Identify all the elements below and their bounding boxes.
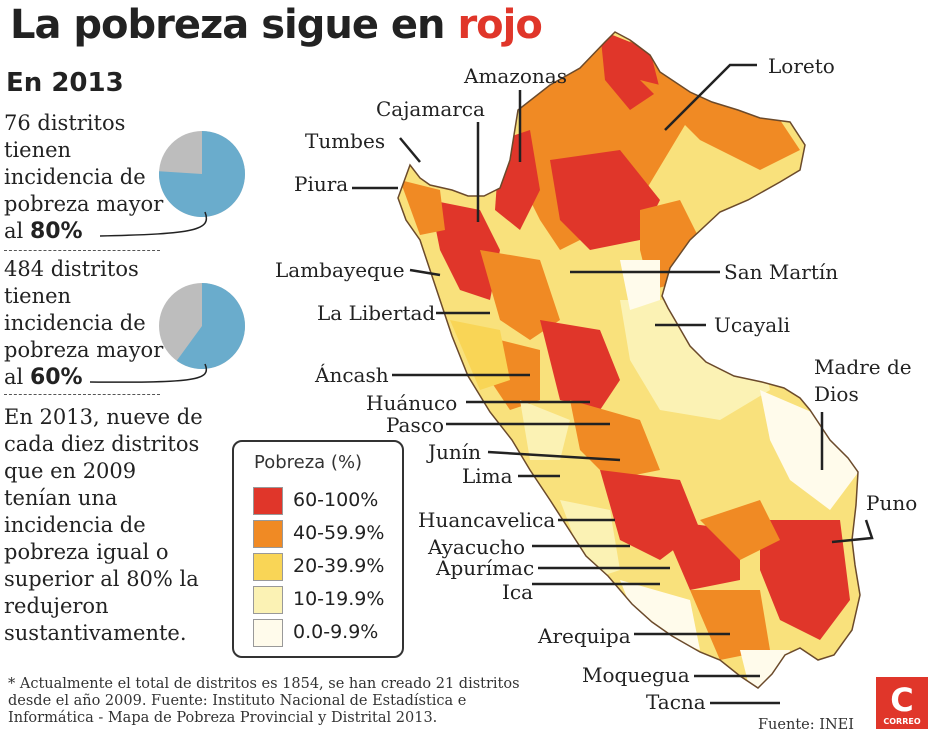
region-label-puno: Puno [866, 491, 918, 515]
title-prefix: La pobreza sigue en [10, 2, 445, 48]
region-label-junin: Junín [428, 440, 482, 464]
legend-swatch [253, 586, 283, 614]
page-title: La pobreza sigue en rojo [10, 2, 543, 48]
region-label-huancavelica: Huancavelica [418, 508, 556, 532]
region-label-ica: Ica [502, 580, 534, 604]
stat-2-text: 484 distritos tienen incidencia de pobre… [4, 257, 164, 389]
summary-paragraph: En 2013, nueve de cada diez distritos qu… [4, 405, 203, 645]
region-label-san-martin: San Martín [724, 260, 839, 284]
source-credit: Fuente: INEI [758, 717, 854, 733]
divider [4, 250, 160, 251]
legend: Pobreza (%) 60-100% 40-59.9% 20-39.9% 10… [232, 440, 404, 658]
legend-range: 60-100% [293, 489, 379, 511]
region-label-lambayeque: Lambayeque [275, 258, 405, 282]
region-label-huanuco: Huánuco [366, 391, 458, 415]
logo-text: CORREO [883, 717, 920, 726]
region-label-piura: Piura [294, 172, 349, 196]
region-label-amazonas: Amazonas [464, 64, 567, 88]
region-label-cajamarca: Cajamarca [376, 97, 485, 121]
legend-title: Pobreza (%) [254, 452, 363, 473]
correo-logo: C CORREO [876, 677, 928, 729]
stat-1: 76 distritos tienen incidencia de pobrez… [4, 110, 164, 245]
region-label-tumbes: Tumbes [305, 129, 386, 153]
legend-swatch [253, 487, 283, 515]
stat-1-bold: 80% [29, 219, 83, 244]
peru-outline [397, 31, 861, 689]
year-heading: En 2013 [6, 68, 124, 98]
divider [4, 394, 160, 395]
region-label-arequipa: Arequipa [538, 624, 631, 648]
stat-2: 484 distritos tienen incidencia de pobre… [4, 256, 164, 391]
pie-chart-2 [159, 283, 246, 369]
legend-range: 20-39.9% [293, 555, 385, 577]
region-label-moquegua: Moquegua [582, 663, 690, 687]
region-label-la-libertad: La Libertad [317, 301, 436, 325]
stat-2-bold: 60% [29, 365, 83, 390]
legend-swatch [253, 520, 283, 548]
pie-slice-main [176, 283, 246, 369]
region-label-lima: Lima [462, 464, 513, 488]
region-label-madre-de-dios: Madre de Dios [814, 355, 912, 406]
label-leader-lines [352, 63, 874, 705]
legend-swatch [253, 553, 283, 581]
region-label-tacna: Tacna [646, 690, 706, 714]
region-label-loreto: Loreto [768, 54, 835, 78]
footnote: * Actualmente el total de distritos es 1… [8, 676, 520, 726]
legend-range: 40-59.9% [293, 522, 385, 544]
region-label-pasco: Pasco [386, 413, 444, 437]
stat-1-text: 76 distritos tienen incidencia de pobrez… [4, 111, 164, 243]
region-label-ucayali: Ucayali [714, 313, 790, 337]
legend-swatch [253, 619, 283, 647]
region-label-ancash: Áncash [315, 363, 389, 387]
legend-range: 10-19.9% [293, 588, 385, 610]
title-highlight: rojo [457, 2, 542, 48]
region-label-apurimac: Apurímac [436, 556, 535, 580]
pie-slice-main [159, 131, 245, 217]
logo-letter: C [890, 681, 913, 719]
pie-chart-1 [159, 131, 245, 217]
legend-range: 0.0-9.9% [293, 621, 379, 643]
region-label-ayacucho: Ayacucho [428, 535, 526, 559]
